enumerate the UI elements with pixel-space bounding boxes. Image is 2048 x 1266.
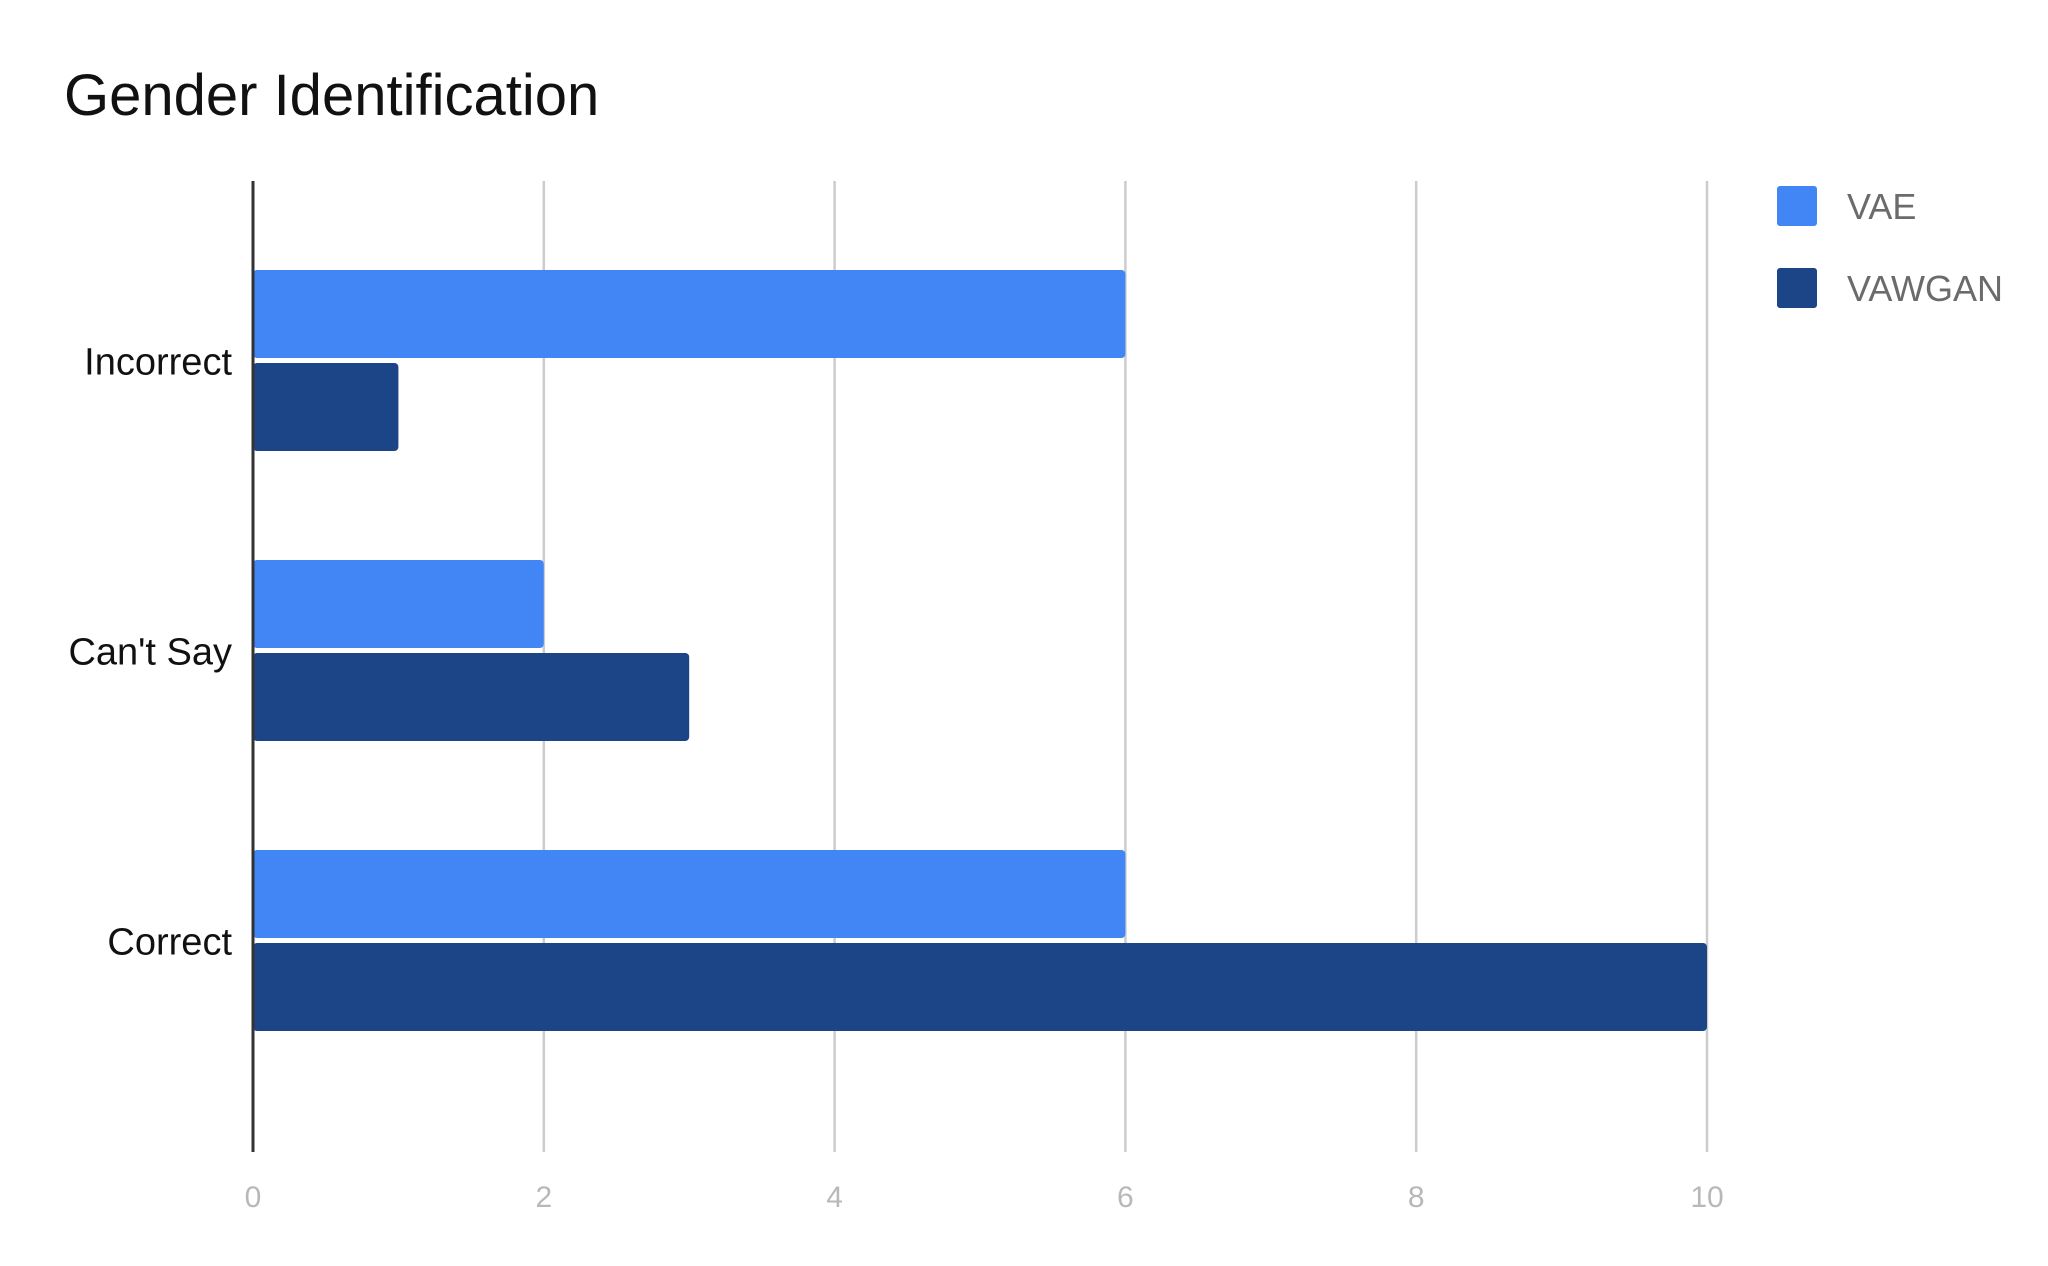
bars [253, 270, 1707, 1031]
legend-swatch [1777, 268, 1817, 308]
x-tick-label: 8 [1408, 1181, 1425, 1214]
bar-vawgan-2 [253, 943, 1707, 1031]
x-tick-label: 0 [245, 1181, 262, 1214]
bar-vae-1 [253, 560, 544, 648]
x-tick-label: 4 [826, 1181, 843, 1214]
labels: 0 2 4 6 8 10 Incorrect Can't Say Correct [68, 342, 1723, 1215]
legend-swatch [1777, 186, 1817, 226]
legend-label: VAE [1847, 186, 1916, 227]
category-label: Incorrect [84, 342, 232, 384]
x-tick-label: 2 [535, 1181, 552, 1214]
x-tick-label: 10 [1690, 1181, 1723, 1214]
bar-vae-2 [253, 850, 1126, 938]
legend: VAE VAWGAN [1777, 186, 2003, 309]
bar-vae-0 [253, 270, 1126, 358]
chart-title: Gender Identification [64, 63, 600, 128]
category-label: Can't Say [68, 632, 232, 674]
legend-label: VAWGAN [1847, 268, 2003, 309]
x-tick-label: 6 [1117, 1181, 1134, 1214]
category-label: Correct [107, 922, 232, 964]
bar-vawgan-0 [253, 363, 399, 451]
bar-vawgan-1 [253, 653, 690, 741]
